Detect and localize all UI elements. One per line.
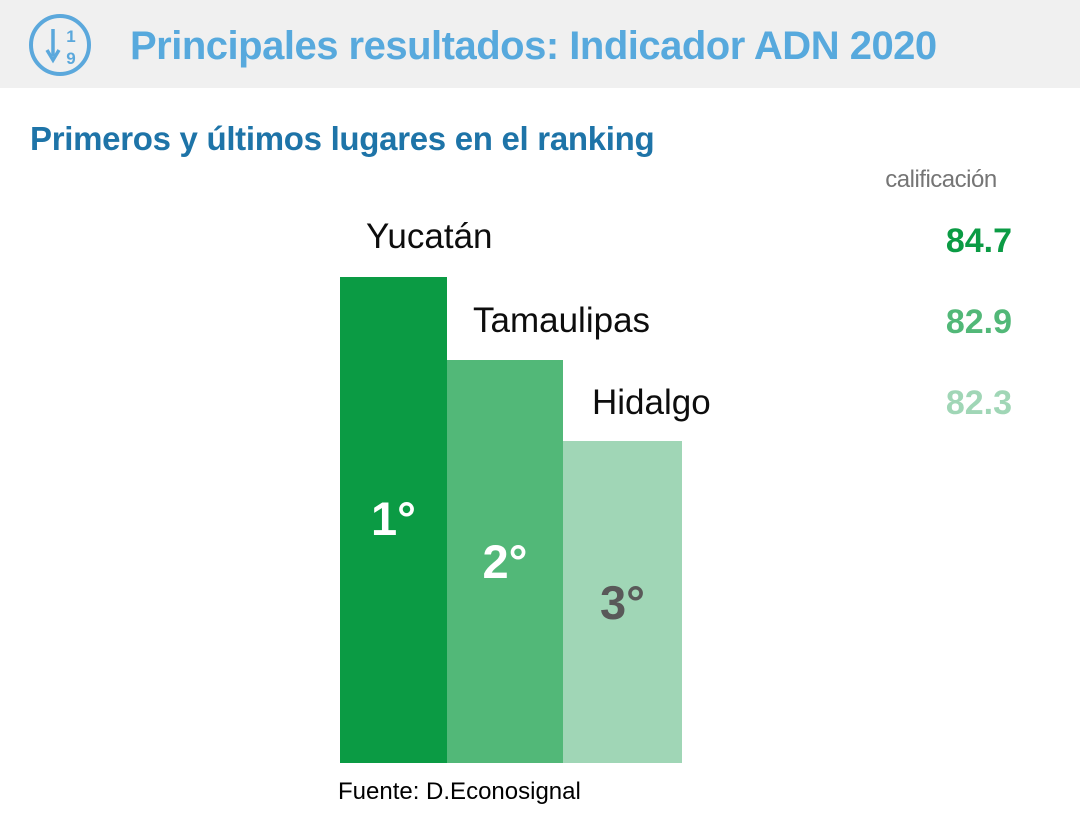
bar-2-rank-label: 2° [482, 535, 528, 588]
category-label-hidalgo: Hidalgo [592, 383, 711, 422]
icon-number-bottom: 9 [66, 49, 75, 68]
bar-3-rank-label: 3° [600, 576, 645, 629]
bar-3: 3° [563, 441, 682, 763]
header-band: 1 9 Principales resultados: Indicador AD… [0, 0, 1080, 88]
chart-title: Primeros y últimos lugares en el ranking [30, 120, 655, 157]
bar-1-rank-label: 1° [371, 492, 416, 545]
icon-number-top: 1 [66, 27, 75, 46]
score-column-header: calificación [885, 166, 997, 193]
category-label-tamaulipas: Tamaulipas [473, 301, 651, 340]
bar-2: 2° [447, 360, 563, 763]
bar-1: 1° [340, 277, 447, 763]
source-note: Fuente: D.Econosignal [338, 778, 581, 805]
score-value-3: 82.3 [945, 384, 1012, 422]
score-value-2: 82.9 [945, 303, 1012, 341]
category-label-yucatan: Yucatán [366, 217, 493, 256]
sort-numeric-descending-icon: 1 9 [29, 14, 91, 76]
score-value-1: 84.7 [945, 222, 1012, 260]
slide-title: Principales resultados: Indicador ADN 20… [130, 24, 937, 68]
